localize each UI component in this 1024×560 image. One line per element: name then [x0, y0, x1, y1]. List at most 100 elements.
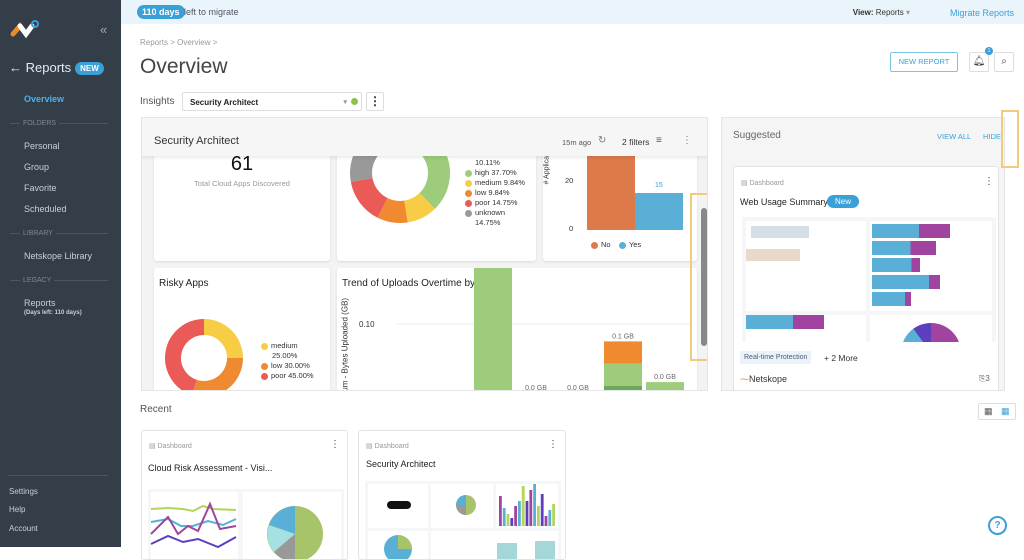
- legend-item: medium 9.84%: [465, 178, 525, 188]
- view-label: View:: [852, 8, 874, 17]
- sidebar-help[interactable]: Help: [9, 505, 26, 514]
- legend-dot: [465, 179, 472, 187]
- mini-bar: [518, 501, 521, 526]
- copies-icon: ⎘: [979, 374, 986, 383]
- brand: ⁓Netskope: [740, 374, 788, 384]
- more-icon[interactable]: ⋮: [984, 176, 994, 187]
- mini-bar: [506, 514, 510, 526]
- breadcrumb[interactable]: Reports > Overview >: [140, 38, 218, 47]
- more-icon[interactable]: ⋮: [330, 439, 340, 450]
- notification-badge: 1: [985, 47, 993, 55]
- sidebar-item-favorite[interactable]: Favorite: [24, 183, 57, 193]
- legacy-heading: LEGACY: [10, 277, 108, 284]
- recent-card[interactable]: ▤ Dashboard ⋮ Security Architect: [358, 430, 566, 560]
- trend-bar: [604, 341, 642, 364]
- donut-slice: [203, 319, 243, 359]
- dashboard-scrollbar[interactable]: [701, 208, 707, 346]
- total-apps-card: 61 Total Cloud Apps Discovered: [154, 138, 330, 261]
- help-button[interactable]: ?: [988, 516, 1007, 535]
- sidebar-item-personal[interactable]: Personal: [24, 141, 60, 151]
- list-view-icon[interactable]: ▦: [984, 406, 993, 416]
- total-apps-value: 61: [230, 153, 254, 175]
- mini-bar: [502, 508, 506, 526]
- bar-yes: [635, 193, 683, 230]
- new-badge: New: [827, 195, 860, 208]
- filter-icon[interactable]: ≡: [656, 135, 662, 146]
- copy-count: ⎘3: [979, 374, 990, 383]
- sidebar-item-overview[interactable]: Overview: [24, 94, 65, 104]
- mini-bar: [529, 490, 533, 526]
- updated-time: 15m ago: [562, 138, 592, 147]
- collapse-sidebar-icon[interactable]: «: [100, 22, 108, 37]
- sidebar-item-scheduled[interactable]: Scheduled: [24, 204, 67, 214]
- migration-banner: 110 days left to migrate View: Reports ▾…: [121, 0, 1024, 24]
- ccl-legend: 10.11% high 37.70% medium 9.84% low 9.84…: [465, 158, 525, 228]
- mini-bar: [540, 494, 544, 526]
- insights-select[interactable]: Security Architect ▾: [182, 92, 362, 111]
- more-icon[interactable]: ⋮: [548, 439, 558, 450]
- donut-slice: [165, 319, 205, 390]
- trend-title: Trend of Uploads Overtime by CCL: [342, 278, 498, 289]
- insights-label: Insights: [140, 96, 175, 107]
- suggested-card[interactable]: ▤ Dashboard ⋮ Web Usage Summary New Real…: [733, 166, 999, 390]
- trend-bar: [474, 268, 512, 390]
- dashboard-type: ▤ Dashboard: [741, 180, 784, 187]
- reports-back-link[interactable]: ← Reports NEW: [9, 60, 104, 76]
- mini-bar: [537, 506, 540, 526]
- legend-item: high 37.70%: [465, 168, 525, 178]
- sidebar-account[interactable]: Account: [9, 524, 38, 533]
- sidebar-item-legacy-reports[interactable]: Reports (Days left: 110 days): [24, 298, 82, 316]
- caret-down-icon: ▾: [343, 99, 347, 106]
- mini-bar: [521, 486, 525, 526]
- days-left-badge: 110 days: [137, 5, 185, 19]
- bell-icon: 🔔︎: [972, 56, 986, 67]
- insights-more-button[interactable]: ⋮: [366, 92, 384, 111]
- search-button[interactable]: ⌕: [994, 52, 1014, 72]
- mini-bar: [552, 504, 555, 526]
- hide-link[interactable]: HIDE: [983, 132, 1001, 141]
- legend-dot: [465, 169, 472, 177]
- dashboard-panel: Security Architect 15m ago ↻ 2 filters ≡…: [141, 117, 708, 391]
- new-badge: NEW: [75, 62, 104, 76]
- bar-label: 0.1 GB: [612, 333, 634, 340]
- donut-slice: [399, 138, 450, 209]
- more-icon[interactable]: ⋮: [682, 135, 692, 146]
- divider: [8, 475, 108, 476]
- sidebar-item-group[interactable]: Group: [24, 162, 50, 172]
- recent-title: Recent: [140, 404, 172, 415]
- dashboard-title: Security Architect: [154, 135, 239, 147]
- legend-cut: 10.11%: [475, 158, 500, 167]
- grid-view-icon[interactable]: ▦: [1001, 406, 1010, 416]
- legend-item: low 9.84%: [465, 188, 525, 198]
- view-all-link[interactable]: VIEW ALL: [937, 132, 972, 141]
- trend-bar: [604, 363, 642, 386]
- status-dot: [351, 98, 358, 105]
- trend-chart: 0.300.200.100.3 GB0.0 GB0.0 GB0.1 GB0.0 …: [359, 268, 692, 391]
- filters-button[interactable]: 2 filters: [622, 137, 650, 147]
- ccl-card: 10.11% high 37.70% medium 9.84% low 9.84…: [337, 138, 536, 261]
- legacy-reports-label: Reports: [24, 298, 56, 308]
- sanctioned-card: # Applicatio 20 0 15 No Yes: [543, 138, 697, 261]
- recent-card[interactable]: ▤ Dashboard ⋮ Cloud Risk Assessment - Vi…: [141, 430, 348, 560]
- view-toggle: ▦ ▦: [978, 403, 1016, 420]
- insights-selected: Security Architect: [190, 98, 259, 107]
- donut-slice: [193, 357, 243, 390]
- mini-bar: [525, 501, 529, 526]
- view-select[interactable]: View: Reports ▾: [853, 8, 910, 17]
- notifications-button[interactable]: 🔔︎: [969, 52, 989, 72]
- mini-bar: [499, 496, 502, 526]
- legend-dot: [465, 189, 472, 197]
- new-report-button[interactable]: NEW REPORT: [890, 52, 958, 72]
- sidebar-item-netskope-library[interactable]: Netskope Library: [24, 251, 93, 261]
- donut-slice: [377, 197, 408, 223]
- more-tags[interactable]: + 2 More: [824, 353, 858, 363]
- dashboard-icon: ▤: [366, 443, 373, 450]
- migrate-reports-link[interactable]: Migrate Reports: [949, 8, 1014, 18]
- total-apps-label: Total Cloud Apps Discovered: [194, 179, 290, 188]
- refresh-icon[interactable]: ↻: [598, 135, 607, 146]
- bar-label: 0.0 GB: [567, 385, 589, 391]
- sidebar-settings[interactable]: Settings: [9, 487, 38, 496]
- sidebar: « ← Reports NEW Overview FOLDERS Personal…: [0, 0, 121, 547]
- mini-bar: [548, 510, 552, 526]
- suggested-title: Suggested: [733, 130, 781, 141]
